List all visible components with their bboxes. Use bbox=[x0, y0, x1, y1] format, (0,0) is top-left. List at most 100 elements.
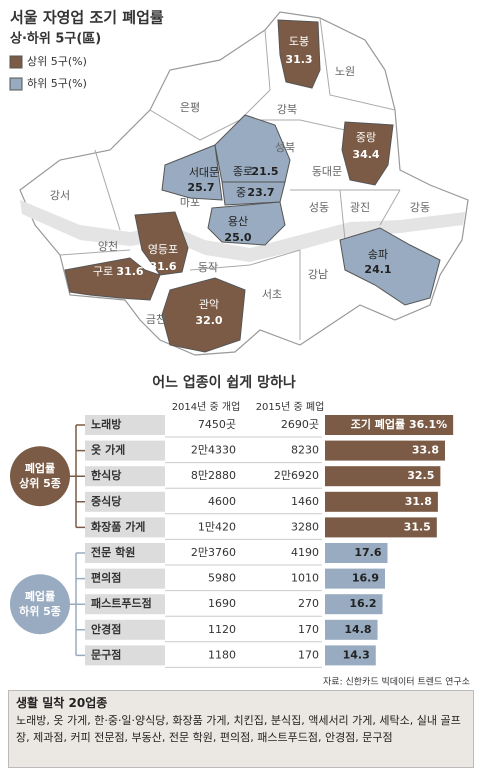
group-badge bbox=[10, 446, 70, 507]
opened-count: 7450곳 bbox=[198, 418, 236, 431]
column-header: 2015년 중 폐업 bbox=[256, 400, 325, 413]
category-label: 안경점 bbox=[91, 622, 121, 636]
value-label: 조기 폐업률 36.1% bbox=[351, 417, 447, 431]
category-cell bbox=[85, 466, 165, 487]
closed-count: 4190 bbox=[291, 546, 319, 559]
district-name: 광진 bbox=[350, 201, 370, 214]
category-cell bbox=[85, 594, 165, 615]
chart-title: 어느 업종이 쉽게 망하나 bbox=[152, 374, 296, 391]
district-name: 강북 bbox=[277, 103, 297, 116]
district-value: 34.4 bbox=[352, 148, 379, 161]
opened-count: 1690 bbox=[208, 597, 236, 610]
category-label: 편의점 bbox=[91, 571, 121, 585]
closed-count: 1010 bbox=[291, 572, 319, 585]
district-name: 강동 bbox=[410, 201, 430, 214]
district-name: 중랑 bbox=[356, 131, 376, 144]
map-subtitle: 상·하위 5구(區) bbox=[10, 31, 101, 47]
category-cell bbox=[85, 491, 165, 512]
value-label: 14.3 bbox=[343, 648, 370, 661]
district-name: 마포 bbox=[180, 196, 200, 209]
bar bbox=[325, 645, 376, 666]
district-name: 송파 bbox=[368, 248, 388, 261]
district-name: 서초 bbox=[262, 288, 282, 301]
group-label: 폐업률 하위 5종 bbox=[19, 589, 61, 618]
district-name: 은평 bbox=[180, 101, 200, 114]
district-name: 금천 bbox=[146, 312, 166, 326]
district-value: 31.6 bbox=[149, 260, 176, 273]
legend-swatch bbox=[9, 55, 23, 69]
district-value: 23.7 bbox=[247, 186, 274, 199]
category-label: 문구점 bbox=[91, 647, 121, 661]
closed-count: 170 bbox=[298, 623, 319, 636]
note-text: 노래방, 옷 가게, 한·중·일·양식당, 화장품 가게, 치킨집, 분식집, … bbox=[16, 714, 461, 744]
closed-count: 170 bbox=[298, 648, 319, 661]
district-name: 관악 bbox=[199, 298, 219, 311]
category-label: 한식당 bbox=[91, 468, 121, 482]
bracket bbox=[68, 424, 85, 529]
value-label: 31.8 bbox=[405, 495, 432, 508]
value-label: 17.6 bbox=[354, 546, 381, 559]
legend-label: 상위 5구(%) bbox=[27, 55, 87, 68]
bar bbox=[325, 594, 383, 615]
district-value: 25.7 bbox=[187, 181, 214, 194]
district-name: 영등포 bbox=[148, 243, 178, 256]
column-header: 2014년 중 개업 bbox=[172, 400, 241, 413]
category-cell bbox=[85, 440, 165, 461]
category-label: 화장품 가게 bbox=[91, 519, 145, 533]
group-label: 폐업률 상위 5종 bbox=[19, 461, 61, 490]
opened-count: 4600 bbox=[208, 495, 236, 508]
district-value: 31.3 bbox=[285, 53, 312, 66]
district-name: 양천 bbox=[98, 239, 118, 253]
category-cell bbox=[85, 415, 165, 435]
district-name: 서대문 bbox=[189, 166, 219, 179]
district-shape bbox=[64, 257, 161, 301]
district-name: 도봉 bbox=[289, 35, 309, 48]
closed-count: 270 bbox=[298, 597, 319, 610]
value-label: 16.9 bbox=[352, 572, 379, 585]
opened-count: 1120 bbox=[208, 623, 236, 636]
opened-count: 1만420 bbox=[198, 520, 236, 533]
category-label: 옷 가게 bbox=[91, 443, 125, 457]
bar bbox=[325, 415, 454, 435]
bar bbox=[325, 517, 437, 538]
closed-count: 2만6920 bbox=[274, 469, 319, 482]
opened-count: 5980 bbox=[208, 572, 236, 585]
district-name: 종로 bbox=[233, 165, 253, 178]
district-shape bbox=[341, 121, 394, 186]
note-title: 생활 밀착 20업종 bbox=[16, 696, 108, 710]
bar bbox=[325, 568, 385, 589]
district-shape bbox=[207, 201, 286, 246]
category-label: 패스트푸드점 bbox=[91, 596, 152, 610]
category-cell bbox=[85, 517, 165, 538]
category-cell bbox=[85, 645, 165, 666]
district-name: 노원 bbox=[335, 65, 355, 78]
closed-count: 3280 bbox=[291, 520, 319, 533]
legend-swatch bbox=[9, 77, 23, 91]
bar bbox=[325, 619, 378, 640]
district-value: 31.6 bbox=[116, 265, 143, 278]
source: 자료: 신한카드 빅데이터 트렌드 연구소 bbox=[323, 677, 470, 688]
opened-count: 2만3760 bbox=[191, 546, 236, 559]
closed-count: 2690곳 bbox=[281, 418, 319, 431]
district-name: 강남 bbox=[308, 268, 328, 281]
district-shape bbox=[134, 211, 189, 276]
closed-count: 8230 bbox=[291, 444, 319, 457]
bar bbox=[325, 466, 441, 487]
district-name: 동대문 bbox=[312, 165, 342, 178]
category-cell bbox=[85, 568, 165, 589]
opened-count: 2만4330 bbox=[191, 444, 236, 457]
category-cell bbox=[85, 619, 165, 640]
district-value: 32.0 bbox=[195, 314, 222, 327]
value-label: 31.5 bbox=[404, 520, 431, 533]
district-value: 25.0 bbox=[224, 231, 251, 244]
group-badge bbox=[10, 574, 70, 635]
value-label: 33.8 bbox=[412, 444, 439, 457]
category-label: 노래방 bbox=[91, 417, 121, 431]
bar bbox=[325, 491, 438, 512]
legend-label: 하위 5구(%) bbox=[27, 76, 87, 90]
district-name: 중 bbox=[236, 186, 246, 199]
infographic: 서울 자영업 조기 폐업률 상·하위 5구(區) 어느 업종이 쉽게 망하나 2… bbox=[9, 9, 470, 688]
category-cell bbox=[85, 543, 165, 563]
value-label: 32.5 bbox=[407, 469, 434, 482]
